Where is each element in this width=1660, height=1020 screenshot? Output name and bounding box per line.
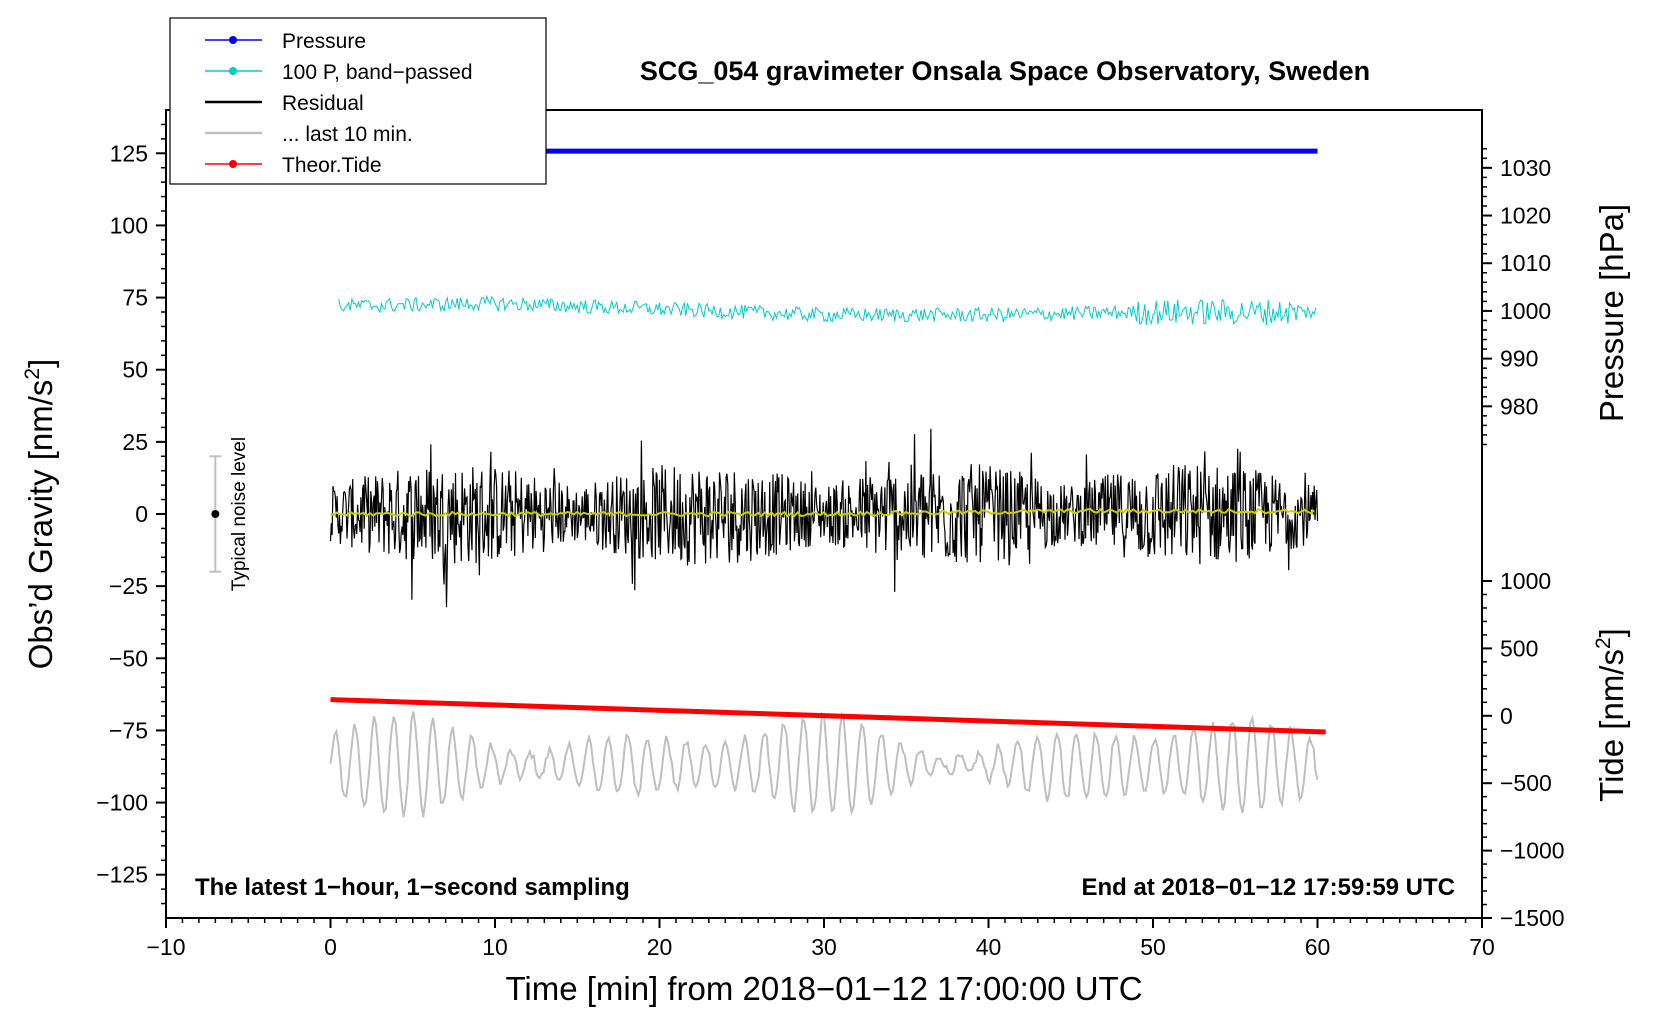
legend-label-0: Pressure — [282, 30, 366, 53]
pressure-tick-label: 1010 — [1500, 250, 1551, 276]
x-tick-label: 10 — [482, 934, 508, 960]
axes-layer: −10 0 10 20 30 40 50 60 701251007550250−25−50−75… — [96, 123, 1565, 960]
chart-title: SCG_054 gravimeter Onsala Space Observat… — [640, 56, 1370, 86]
x-tick-label: 0 — [324, 934, 337, 960]
y-axis-title-left-main: Obs’d Gravity [nm/s — [22, 380, 59, 670]
legend: Pressure 100 P, band−passed Residual ... la… — [169, 17, 547, 185]
legend-marker-1 — [229, 67, 237, 75]
x-tick-label: 30 — [811, 934, 837, 960]
y-left-tick-label: −50 — [109, 645, 148, 671]
tide-tick-label: −1000 — [1500, 838, 1565, 864]
y-left-tick-label: 25 — [122, 429, 148, 455]
pressure-tick-label: 1030 — [1500, 155, 1551, 181]
y-left-tick-label: −75 — [109, 717, 148, 743]
series-theoretical-tide — [330, 697, 1326, 735]
y-left-tick-label: 100 — [110, 212, 148, 238]
y-axis-title-tide-sup: 2 — [1592, 637, 1615, 649]
tide-tick-label: 500 — [1500, 635, 1538, 661]
y-axis-title-tide: Tide [nm/s2] — [1592, 628, 1630, 802]
tide-tick-label: −1500 — [1500, 905, 1565, 931]
tide-tick-label: 1000 — [1500, 568, 1551, 594]
y-left-tick-label: 125 — [110, 140, 148, 166]
footer-end-time: End at 2018−01−12 17:59:59 UTC — [1081, 874, 1455, 901]
legend-label-2: Residual — [282, 92, 364, 115]
y-axis-title-pressure: Pressure [hPa] — [1593, 204, 1630, 422]
tide-tick-label: −500 — [1500, 770, 1552, 796]
x-tick-label: 20 — [647, 934, 673, 960]
pressure-tick-label: 1020 — [1500, 203, 1551, 229]
noise-bar-dot — [211, 510, 220, 518]
pressure-tick-label: 1000 — [1500, 298, 1551, 324]
series-layer — [329, 148, 1326, 818]
x-tick-label: 40 — [976, 934, 1002, 960]
y-axis-title-left-sup: 2 — [21, 368, 44, 380]
x-tick-label: 70 — [1469, 934, 1495, 960]
tide-tick-label: 0 — [1500, 703, 1513, 729]
y-axis-title-left: Obs’d Gravity [nm/s2] — [21, 359, 59, 670]
y-axis-title-left-end: ] — [22, 359, 59, 368]
noise-level-label: Typical noise level — [229, 437, 250, 591]
series-residual — [329, 428, 1319, 608]
y-left-tick-label: −125 — [96, 862, 148, 888]
noise-level-marker — [209, 455, 222, 573]
x-tick-label: −10 — [146, 934, 185, 960]
series-pressure-bandpassed — [338, 294, 1317, 326]
pressure-tick-label: 990 — [1500, 346, 1538, 372]
y-axis-title-tide-main: Tide [nm/s — [1593, 649, 1630, 802]
legend-label-3: ... last 10 min. — [282, 123, 413, 146]
y-left-tick-label: 75 — [122, 285, 148, 311]
y-left-tick-label: −100 — [96, 790, 148, 816]
x-tick-label: 60 — [1305, 934, 1331, 960]
legend-marker-0 — [229, 36, 237, 44]
legend-label-1: 100 P, band−passed — [282, 61, 473, 84]
legend-marker-4 — [229, 160, 237, 168]
y-axis-title-tide-end: ] — [1593, 628, 1630, 637]
series-residual-smoothed — [330, 507, 1315, 518]
x-axis-title: Time [min] from 2018−01−12 17:00:00 UTC — [505, 970, 1142, 1007]
pressure-tick-label: 980 — [1500, 393, 1538, 419]
y-left-tick-label: −25 — [109, 573, 148, 599]
legend-label-4: Theor.Tide — [282, 154, 382, 177]
x-tick-label: 50 — [1140, 934, 1166, 960]
footer-sampling-note: The latest 1−hour, 1−second sampling — [195, 874, 630, 901]
y-left-tick-label: 50 — [122, 357, 148, 383]
y-left-tick-label: 0 — [135, 501, 148, 527]
